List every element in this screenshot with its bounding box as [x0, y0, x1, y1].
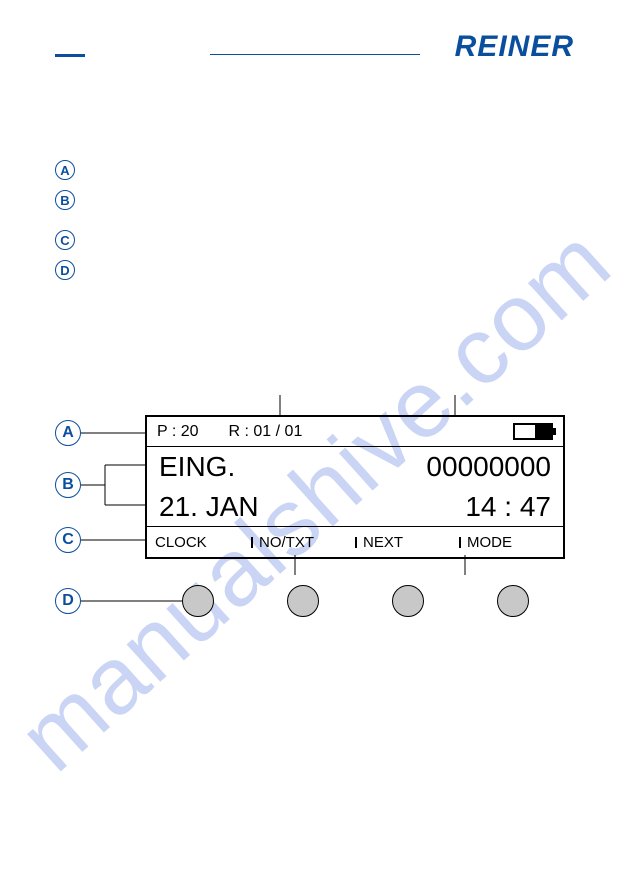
callout-a: A [55, 420, 81, 446]
menu-notxt: NO/TXT [251, 534, 355, 551]
hw-button-2[interactable] [287, 585, 319, 617]
device-display: P : 20 R : 01 / 01 EING. 00000000 21. JA… [145, 415, 565, 559]
header-rule-long [210, 54, 420, 55]
status-p: P : 20 [157, 423, 199, 441]
brand-logo: REINER [455, 30, 574, 64]
legend-label-d: D [55, 260, 75, 280]
legend-label-b: B [55, 190, 75, 210]
hw-button-4[interactable] [497, 585, 529, 617]
line1-left: EING. [159, 451, 235, 483]
menu-mode: MODE [459, 534, 563, 551]
legend-label-a: A [55, 160, 75, 180]
hardware-buttons-row [145, 585, 565, 617]
line2-left: 21. JAN [159, 491, 259, 523]
legend-label-c: C [55, 230, 75, 250]
header-rule-short [55, 54, 85, 57]
battery-fill [535, 425, 551, 438]
callout-c: C [55, 527, 81, 553]
device-line-2: 21. JAN 14 : 47 [147, 487, 563, 527]
menu-clock: CLOCK [147, 534, 251, 551]
status-r: R : 01 / 01 [229, 423, 303, 441]
device-menu-row: CLOCK NO/TXT NEXT MODE [147, 527, 563, 557]
hw-button-1[interactable] [182, 585, 214, 617]
device-line-1: EING. 00000000 [147, 447, 563, 487]
hw-button-3[interactable] [392, 585, 424, 617]
legend-block: A B C D [55, 160, 555, 290]
callout-b: B [55, 472, 81, 498]
menu-next: NEXT [355, 534, 459, 551]
callout-d: D [55, 588, 81, 614]
line1-right: 00000000 [426, 451, 551, 483]
line2-right: 14 : 47 [465, 491, 551, 523]
battery-icon [513, 423, 553, 440]
device-status-row: P : 20 R : 01 / 01 [147, 417, 563, 447]
